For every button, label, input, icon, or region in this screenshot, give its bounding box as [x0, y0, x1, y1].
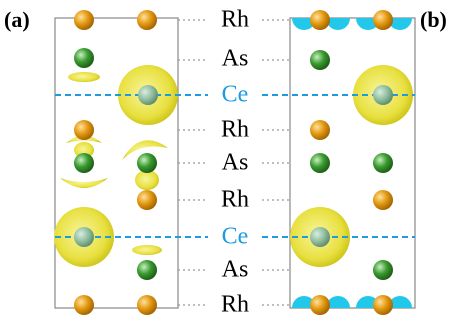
layer-label: Ce [222, 224, 249, 250]
layer-label: Rh [221, 117, 249, 143]
layer-label: Rh [221, 7, 249, 33]
layer-label: As [222, 46, 249, 72]
layer-label: Rh [221, 292, 249, 318]
layer-label: As [222, 150, 249, 176]
figure: (a) (b) Rh As Ce Rh As Rh Ce As Rh [0, 0, 458, 324]
layer-label: As [222, 257, 249, 283]
layer-label: Ce [222, 82, 249, 108]
page: {"panels": [{"label": "(a)"}, {"label": … [0, 0, 458, 324]
layer-label: Rh [221, 187, 249, 213]
panel-label: (b) [420, 7, 447, 32]
panel-label: (a) [4, 7, 30, 32]
